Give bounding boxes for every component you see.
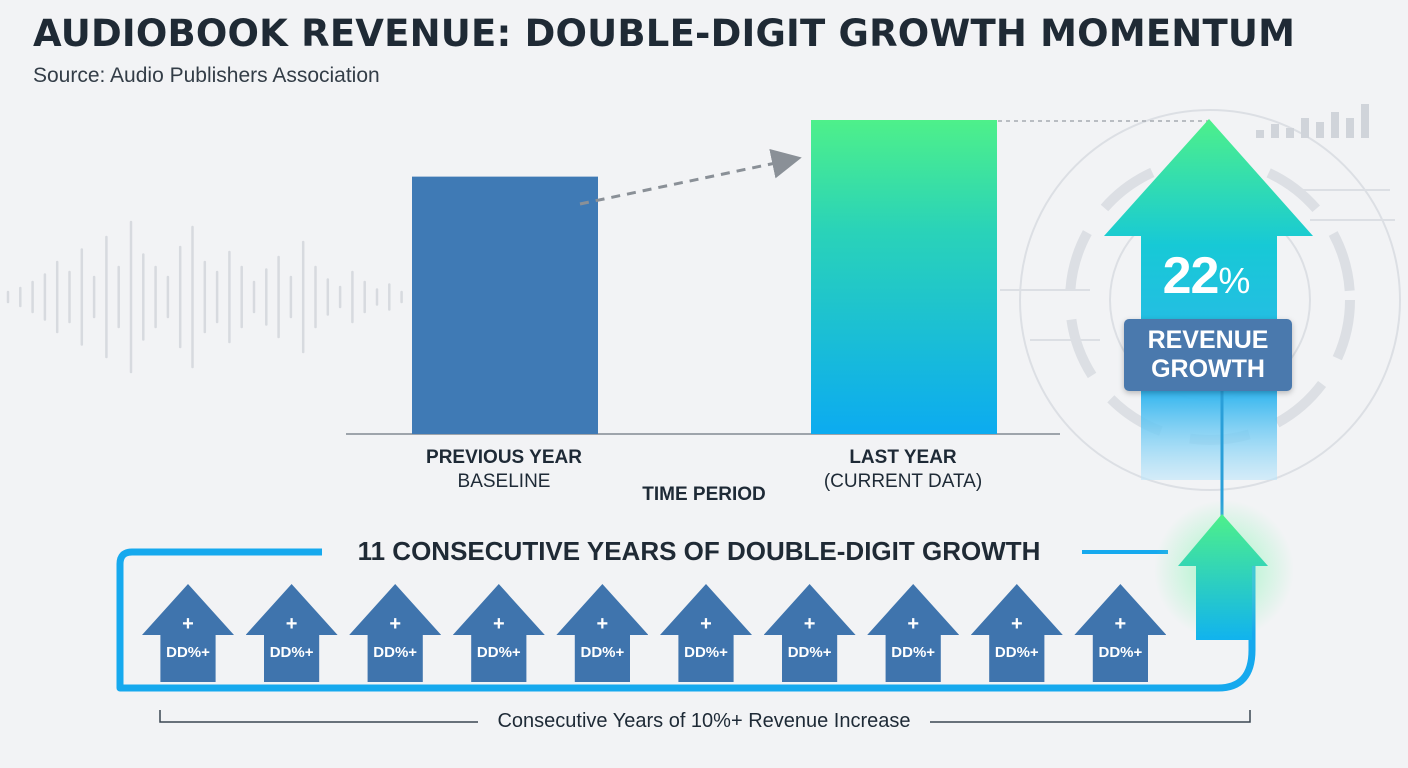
streak-arrow: + DD%+ (349, 584, 442, 682)
streak-track (116, 548, 1256, 692)
rising-arrow-icon (1178, 514, 1268, 640)
streak-arrow-label: DD%+ (1098, 644, 1143, 661)
streak-arrow-label: DD%+ (684, 644, 728, 661)
streak-arrow-plus: + (596, 613, 609, 635)
streak-arrow: + DD%+ (556, 584, 649, 682)
streak-arrow-label: DD%+ (994, 644, 1039, 661)
streak-arrow: + DD%+ (970, 584, 1063, 682)
bar-1 (811, 120, 997, 434)
streak-arrow-plus: + (700, 613, 712, 635)
streak-title: 11 CONSECUTIVE YEARS OF DOUBLE-DIGIT GRO… (322, 536, 1076, 567)
streak-footnote: Consecutive Years of 10%+ Revenue Increa… (478, 710, 930, 733)
sound-wave-icon (6, 220, 403, 374)
streak-arrow-plus: + (492, 613, 505, 635)
streak-arrow-plus: + (803, 613, 816, 635)
streak-arrow-plus: + (907, 613, 920, 635)
streak-arrow: + DD%+ (867, 584, 960, 682)
streak-arrow-plus: + (182, 613, 194, 635)
streak-arrow-label: DD%+ (269, 644, 314, 661)
growth-label-box: REVENUE GROWTH (1124, 319, 1292, 391)
streak-arrow-plus: + (1114, 613, 1127, 635)
streak-arrow-label: DD%+ (166, 644, 210, 661)
category-label-last: LAST YEAR (CURRENT DATA) (823, 447, 983, 492)
chart-title: AUDIOBOOK REVENUE: DOUBLE-DIGIT GROWTH M… (33, 12, 1296, 55)
streak-arrow-plus: + (285, 613, 298, 635)
streak-arrow: + DD%+ (763, 584, 856, 682)
trend-arrow-icon (579, 149, 802, 206)
streak-arrow-label: DD%+ (373, 644, 418, 661)
streak-arrow-plus: + (389, 613, 402, 635)
bar-0 (412, 176, 598, 434)
streak-arrow-label: DD%+ (476, 644, 521, 661)
streak-arrow: + DD%+ (142, 584, 234, 682)
streak-arrow-label: DD%+ (891, 644, 936, 661)
streak-arrow-label: DD%+ (580, 644, 625, 661)
streak-arrow: + DD%+ (245, 584, 338, 682)
streak-arrow-plus: + (1010, 613, 1023, 635)
streak-arrow: + DD%+ (660, 584, 752, 682)
x-axis-label: TIME PERIOD (642, 484, 766, 505)
chart-source: Source: Audio Publishers Association (33, 64, 380, 87)
growth-value: 22% (1162, 247, 1251, 305)
streak-arrow: + DD%+ (1074, 584, 1167, 682)
streak-arrow: + DD%+ (452, 584, 545, 682)
streak-arrow-label: DD%+ (787, 644, 832, 661)
category-label-previous: PREVIOUS YEAR BASELINE (426, 447, 582, 492)
